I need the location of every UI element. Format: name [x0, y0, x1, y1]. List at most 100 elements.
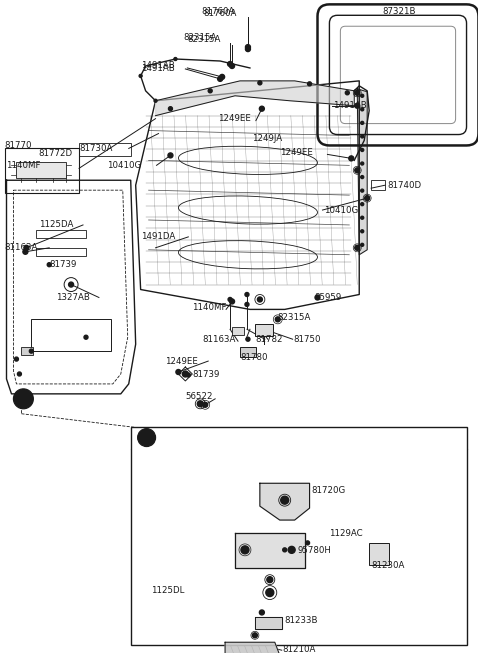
Circle shape	[220, 74, 225, 79]
Circle shape	[168, 153, 173, 158]
Circle shape	[361, 203, 364, 206]
Circle shape	[361, 108, 364, 111]
Text: 81740D: 81740D	[387, 180, 421, 190]
Text: 81210A: 81210A	[283, 645, 316, 654]
Circle shape	[174, 58, 177, 60]
Bar	[131, 426, 467, 646]
Text: 1129AC: 1129AC	[329, 529, 363, 539]
Bar	[240, 347, 256, 357]
Circle shape	[246, 337, 250, 341]
Bar	[16, 162, 66, 178]
Text: 10410G: 10410G	[324, 205, 359, 215]
Circle shape	[208, 89, 212, 92]
Circle shape	[13, 389, 33, 409]
Text: 1140MF: 1140MF	[7, 161, 41, 170]
Circle shape	[252, 633, 257, 638]
Bar	[36, 230, 86, 238]
Circle shape	[138, 428, 156, 447]
Text: 81772D: 81772D	[38, 149, 72, 158]
Circle shape	[361, 135, 364, 138]
Circle shape	[245, 45, 251, 50]
Text: 1491DA: 1491DA	[141, 232, 175, 241]
Circle shape	[168, 107, 172, 111]
Polygon shape	[156, 81, 354, 115]
Circle shape	[355, 103, 360, 108]
Circle shape	[228, 297, 232, 302]
Text: 1125DL: 1125DL	[151, 586, 184, 595]
Text: 81230A: 81230A	[371, 562, 405, 570]
Circle shape	[203, 402, 208, 407]
Circle shape	[69, 282, 73, 287]
Circle shape	[257, 297, 263, 302]
Circle shape	[281, 496, 288, 504]
Text: 81780: 81780	[240, 352, 267, 361]
Text: 1249EE: 1249EE	[280, 148, 312, 157]
Text: 81720G: 81720G	[312, 485, 346, 495]
Bar	[255, 324, 273, 337]
Text: 95780H: 95780H	[298, 546, 332, 556]
Text: 82315A: 82315A	[188, 35, 221, 44]
Text: 81730A: 81730A	[79, 144, 112, 153]
Circle shape	[84, 335, 88, 339]
Text: 87321B: 87321B	[382, 7, 416, 16]
Circle shape	[24, 245, 29, 251]
Circle shape	[365, 195, 370, 201]
Circle shape	[259, 106, 264, 111]
Circle shape	[355, 245, 360, 251]
Text: 82315A: 82315A	[183, 33, 217, 42]
Circle shape	[349, 156, 354, 161]
Circle shape	[345, 91, 349, 94]
Bar	[4, 148, 79, 193]
Polygon shape	[255, 617, 282, 629]
Circle shape	[17, 372, 22, 376]
Text: 1491AB: 1491AB	[141, 62, 174, 70]
Circle shape	[182, 371, 188, 377]
Circle shape	[361, 230, 364, 233]
Circle shape	[267, 577, 273, 583]
Text: 10410G: 10410G	[107, 161, 141, 170]
Text: 1491AB: 1491AB	[141, 64, 174, 73]
Bar	[79, 144, 131, 156]
Text: 1249EE: 1249EE	[218, 114, 251, 123]
Text: 81760A: 81760A	[202, 7, 235, 16]
Circle shape	[308, 82, 312, 86]
Circle shape	[361, 243, 364, 246]
Circle shape	[229, 64, 235, 68]
Circle shape	[229, 299, 235, 304]
Circle shape	[355, 91, 360, 95]
Text: 1249EE: 1249EE	[166, 357, 198, 365]
Text: 81739: 81739	[49, 260, 77, 269]
Polygon shape	[260, 483, 310, 520]
Text: 82315A: 82315A	[278, 313, 311, 322]
Text: 1125DA: 1125DA	[39, 220, 73, 230]
Circle shape	[275, 317, 280, 322]
Text: 56522: 56522	[185, 392, 213, 401]
Text: 81163A: 81163A	[4, 243, 38, 253]
Bar	[31, 319, 111, 351]
Circle shape	[361, 176, 364, 178]
Circle shape	[245, 293, 249, 297]
Text: 1327AB: 1327AB	[56, 293, 90, 302]
Circle shape	[361, 94, 364, 97]
Circle shape	[29, 349, 33, 353]
Bar	[36, 248, 86, 256]
Circle shape	[241, 546, 249, 554]
Circle shape	[361, 121, 364, 125]
Text: 81750: 81750	[294, 335, 321, 344]
Text: 81739: 81739	[192, 371, 220, 379]
Text: 81770: 81770	[4, 141, 32, 150]
Text: 85959: 85959	[314, 293, 342, 302]
Circle shape	[361, 162, 364, 165]
Text: 81782: 81782	[255, 335, 282, 344]
Circle shape	[361, 148, 364, 152]
Bar	[369, 543, 389, 565]
Circle shape	[228, 62, 232, 66]
Circle shape	[283, 548, 287, 552]
Circle shape	[288, 546, 295, 553]
Text: 1140MF: 1140MF	[192, 303, 227, 312]
Circle shape	[266, 588, 274, 596]
Bar	[232, 327, 244, 335]
Text: 1249JA: 1249JA	[252, 134, 282, 143]
Text: A: A	[144, 433, 150, 442]
Bar	[371, 180, 385, 190]
